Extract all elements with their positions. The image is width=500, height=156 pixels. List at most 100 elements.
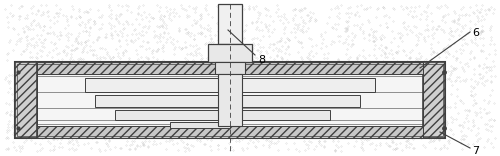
Point — [2, 8, 10, 10]
Point — [26, 62, 34, 65]
Point — [28, 20, 36, 22]
Point — [217, 122, 225, 125]
Point — [440, 48, 448, 51]
Point — [334, 59, 342, 61]
Point — [426, 107, 434, 109]
Point — [299, 19, 307, 22]
Bar — [218, 74, 242, 126]
Point — [110, 25, 118, 27]
Point — [404, 57, 412, 60]
Point — [34, 10, 42, 12]
Point — [110, 112, 118, 115]
Point — [117, 147, 125, 149]
Point — [388, 141, 396, 144]
Point — [36, 4, 44, 6]
Point — [4, 58, 12, 61]
Point — [394, 50, 402, 52]
Point — [56, 142, 64, 144]
Point — [111, 95, 119, 97]
Point — [58, 70, 66, 73]
Point — [224, 45, 232, 48]
Point — [416, 18, 424, 20]
Point — [139, 40, 147, 42]
Point — [197, 33, 205, 36]
Point — [46, 142, 54, 144]
Point — [206, 78, 214, 81]
Point — [182, 94, 190, 97]
Point — [40, 90, 48, 92]
Point — [446, 27, 454, 29]
Point — [238, 137, 246, 140]
Point — [222, 70, 230, 73]
Point — [69, 7, 77, 10]
Point — [372, 111, 380, 114]
Point — [44, 80, 52, 82]
Point — [186, 76, 194, 79]
Point — [469, 10, 477, 13]
Point — [22, 85, 30, 88]
Point — [188, 105, 196, 107]
Point — [181, 27, 189, 30]
Point — [320, 103, 328, 105]
Point — [348, 43, 356, 46]
Point — [353, 24, 361, 27]
Point — [262, 8, 270, 10]
Point — [101, 149, 109, 151]
Point — [134, 37, 142, 39]
Point — [296, 8, 304, 10]
Point — [34, 57, 42, 60]
Point — [488, 130, 496, 132]
Point — [116, 45, 124, 48]
Point — [469, 104, 477, 107]
Point — [478, 4, 486, 6]
Point — [131, 38, 139, 41]
Point — [252, 64, 260, 67]
Point — [55, 37, 63, 40]
Point — [446, 29, 454, 32]
Point — [246, 115, 254, 118]
Point — [302, 114, 310, 117]
Point — [412, 68, 420, 70]
Point — [410, 6, 418, 8]
Point — [452, 28, 460, 30]
Point — [106, 17, 114, 20]
Point — [106, 6, 114, 9]
Point — [74, 144, 82, 146]
Point — [392, 102, 400, 104]
Point — [175, 46, 183, 49]
Point — [464, 65, 472, 67]
Point — [446, 74, 454, 77]
Point — [238, 126, 246, 128]
Point — [209, 86, 217, 88]
Point — [272, 78, 280, 80]
Point — [394, 90, 402, 92]
Point — [86, 76, 94, 79]
Point — [135, 94, 143, 97]
Point — [259, 35, 267, 37]
Point — [138, 45, 146, 47]
Point — [126, 63, 134, 65]
Point — [204, 13, 212, 15]
Point — [74, 58, 82, 60]
Point — [286, 79, 294, 82]
Point — [14, 33, 22, 36]
Point — [286, 108, 294, 110]
Point — [384, 133, 392, 136]
Point — [380, 46, 388, 48]
Point — [376, 144, 384, 146]
Point — [282, 91, 290, 93]
Point — [256, 39, 264, 41]
Point — [184, 106, 192, 109]
Point — [383, 26, 391, 28]
Point — [160, 79, 168, 81]
Point — [371, 148, 379, 151]
Point — [344, 28, 351, 30]
Point — [307, 50, 315, 53]
Point — [98, 14, 106, 16]
Point — [111, 117, 119, 120]
Point — [56, 65, 64, 67]
Point — [214, 5, 222, 8]
Point — [144, 144, 152, 147]
Point — [126, 57, 134, 59]
Point — [6, 114, 14, 116]
